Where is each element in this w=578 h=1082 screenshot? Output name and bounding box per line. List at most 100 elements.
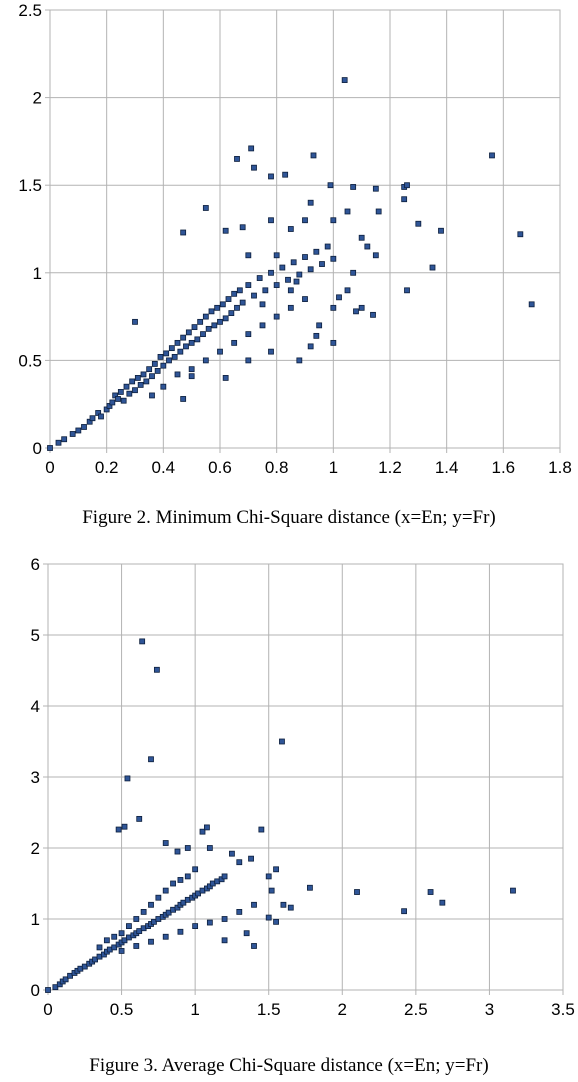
data-point	[427, 889, 434, 895]
data-point	[302, 217, 308, 224]
data-point	[262, 287, 269, 294]
data-point	[192, 866, 199, 873]
data-point	[344, 208, 351, 215]
x-tick-label: 3	[485, 1000, 494, 1019]
y-tick-label: 1	[33, 264, 42, 283]
x-tick-label: 1.8	[548, 458, 572, 477]
data-point	[439, 899, 446, 906]
data-point	[280, 901, 287, 908]
data-point	[302, 296, 308, 302]
x-tick-label: 0.4	[152, 458, 176, 477]
data-point	[438, 227, 444, 234]
data-point	[148, 901, 154, 908]
x-tick-label: 2.5	[404, 1000, 428, 1019]
data-point	[222, 315, 229, 322]
data-point	[55, 439, 62, 446]
data-point	[375, 208, 382, 215]
data-point	[372, 185, 379, 192]
data-point	[199, 828, 206, 835]
x-tick-label: 1	[190, 1000, 199, 1019]
data-point	[206, 845, 213, 851]
data-point	[245, 331, 252, 338]
data-point	[239, 299, 246, 306]
data-point	[510, 887, 516, 894]
data-point	[205, 325, 212, 332]
data-point	[273, 866, 279, 873]
data-point	[528, 301, 535, 308]
data-point	[184, 845, 191, 851]
data-point	[222, 375, 229, 381]
data-point	[324, 243, 331, 250]
data-point	[282, 171, 289, 178]
data-point	[293, 278, 300, 285]
data-point	[327, 182, 334, 189]
data-point	[279, 738, 285, 745]
data-point	[243, 930, 250, 937]
data-point	[350, 184, 357, 190]
data-point	[96, 944, 103, 951]
data-point	[139, 638, 146, 645]
data-point	[98, 413, 104, 420]
data-point	[214, 304, 221, 311]
data-point	[358, 304, 365, 311]
data-point	[121, 823, 128, 830]
data-point	[168, 345, 175, 352]
data-point	[344, 287, 351, 294]
data-point	[245, 252, 252, 259]
data-point	[256, 275, 263, 281]
data-point	[166, 357, 172, 364]
y-tick-label: 2	[33, 89, 42, 108]
data-point	[330, 217, 337, 224]
data-point	[217, 348, 223, 355]
data-point	[404, 182, 410, 189]
data-point	[273, 252, 280, 259]
data-point	[268, 269, 274, 276]
data-point	[170, 880, 176, 887]
data-point	[231, 339, 238, 346]
data-point	[517, 231, 524, 238]
data-point	[310, 152, 317, 159]
data-point	[133, 916, 140, 922]
data-point	[248, 855, 254, 862]
data-point	[258, 826, 265, 833]
data-point	[341, 77, 348, 83]
chart-2: 0 0.5 1 1.5 2 2.5 0 0.2 0.4 0.6 0.8 1 1.2 1.4 1.6 1.8	[18, 1, 571, 477]
data-point	[265, 873, 272, 880]
data-point	[188, 373, 195, 380]
data-point	[162, 933, 169, 940]
data-point	[177, 877, 184, 883]
data-point	[133, 943, 140, 949]
data-point	[115, 396, 121, 402]
data-point	[206, 919, 213, 926]
data-point	[245, 282, 252, 288]
data-point	[197, 318, 204, 325]
data-point	[401, 908, 407, 915]
y-tick-label: 1	[31, 910, 40, 929]
data-point	[229, 850, 235, 857]
y-tick-label: 5	[31, 626, 40, 645]
data-point	[188, 366, 195, 373]
data-point	[222, 227, 229, 234]
data-point	[136, 815, 143, 822]
y-tick-label: 2.5	[18, 1, 42, 20]
y-tick-label: 4	[31, 697, 40, 716]
data-point	[174, 848, 181, 855]
data-point	[188, 339, 195, 346]
data-point	[146, 366, 153, 373]
data-point	[134, 375, 141, 381]
data-point	[307, 884, 313, 891]
x-tick-label: 0.8	[265, 458, 289, 477]
data-point	[287, 904, 294, 911]
data-point	[191, 324, 198, 331]
data-point	[45, 987, 51, 993]
y-tick-label: 6	[31, 555, 40, 574]
data-point	[307, 343, 314, 350]
data-point	[251, 901, 257, 908]
data-point	[154, 368, 161, 374]
data-point	[336, 294, 342, 301]
data-point	[157, 353, 164, 360]
data-point	[137, 382, 144, 388]
data-point	[126, 923, 132, 929]
data-point	[120, 397, 127, 404]
data-point	[231, 290, 238, 297]
